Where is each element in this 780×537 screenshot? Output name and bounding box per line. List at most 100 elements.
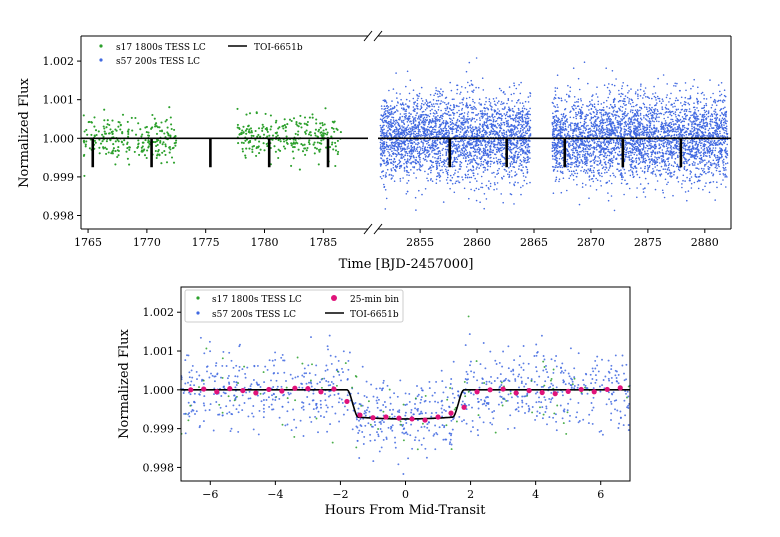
data-point-s17 [321,134,325,137]
data-point-s17 [313,132,317,135]
data-point-s57 [463,153,465,156]
data-point-s57 [649,108,652,110]
data-point-s57 [410,113,412,116]
data-point-s57 [706,162,708,164]
data-point-s57 [655,160,657,162]
data-point-s57 [507,98,510,100]
data-point-s57 [391,116,393,118]
data-point-s57 [482,163,484,166]
data-point-s17 [256,135,259,138]
data-point-s57 [626,84,629,87]
data-point-s57 [696,156,699,158]
data-point-s17 [159,141,162,144]
data-point-s57 [440,127,442,130]
data-point-s57 [571,163,573,166]
data-point-s57 [483,207,486,210]
data-point-s17 [155,144,158,148]
data-point-s57 [436,143,439,146]
data-point-s57 [503,113,506,115]
data-point-s57 [395,72,397,74]
data-point-s57 [662,191,664,194]
data-point-s57 [522,105,525,107]
data-point-s57 [462,119,465,122]
data-point-s57 [721,117,724,119]
data-point-s57 [439,157,442,160]
data-point-s57 [714,111,717,113]
data-point-s57 [487,165,489,167]
data-point-s57 [422,110,425,113]
data-point-s17 [311,113,314,116]
data-point-s57 [569,90,571,93]
data-point-s57 [426,177,428,180]
data-point-s57 [476,133,479,136]
data-point-s57 [498,161,501,163]
data-point-s57 [380,157,382,159]
data-point-s57 [523,143,525,146]
data-point-s57 [449,121,452,123]
data-point-s57 [401,107,403,109]
data-point-s57 [566,121,569,123]
data-point-s57 [591,105,594,107]
data-point-s17 [98,146,101,149]
data-point-s57 [723,94,726,97]
data-point-s57 [693,128,696,130]
data-point-s57 [438,129,441,132]
data-point-s57 [489,146,492,148]
data-point-s57 [393,158,396,161]
data-point-s57 [711,151,714,153]
data-point-s57 [645,147,647,149]
data-point-s57 [396,127,398,130]
data-point-s57 [424,118,427,121]
data-point-s17 [245,132,248,135]
data-point-s57 [722,162,724,164]
data-point-s57 [568,94,570,97]
data-point-s57 [396,153,398,156]
data-point-s57 [435,99,438,102]
data-point-s17 [107,132,111,135]
data-point-s57 [424,170,426,173]
data-point-s17 [240,141,243,144]
data-point-s57 [726,154,729,156]
data-point-s57 [420,165,423,168]
data-point-s57 [398,125,401,128]
data-point-s57 [714,142,716,145]
data-point-s57 [518,121,520,124]
data-point-s57 [556,104,558,106]
data-point-s57 [498,131,501,133]
data-point-s57 [494,134,496,136]
data-point-s57 [453,158,456,160]
data-point-s57 [699,113,701,116]
data-point-s57 [566,160,568,163]
data-point-s57 [496,162,499,165]
data-point-s57 [489,133,492,135]
data-point-s57 [476,180,478,182]
data-point-s57 [469,159,471,161]
data-point-s57 [562,124,565,126]
data-point-s57 [427,151,429,154]
data-point-s57 [529,119,532,122]
data-point-s57 [490,123,493,125]
data-point-s57 [439,154,442,157]
data-point-s57 [472,150,475,153]
data-point-s57 [502,138,505,141]
data-point-s57 [515,133,517,135]
data-point-s57 [428,115,431,118]
data-point-s57 [445,142,448,144]
data-point-s57 [469,181,471,183]
data-point-s57 [454,182,457,184]
data-point-s57 [608,115,611,118]
data-point-s57 [689,120,691,122]
data-point-s57 [441,93,443,96]
data-point-s57 [560,191,563,194]
data-point-s57 [435,168,438,171]
data-point-s57 [416,169,419,171]
data-point-s57 [719,114,722,117]
data-point-s17 [175,139,178,142]
data-point-s57 [403,113,406,115]
data-point-s57 [467,125,469,128]
data-point-s57 [396,165,399,168]
data-point-s57 [474,150,477,153]
data-point-s57 [495,148,498,151]
data-point-s57 [509,150,512,152]
data-point-s57 [716,186,718,189]
